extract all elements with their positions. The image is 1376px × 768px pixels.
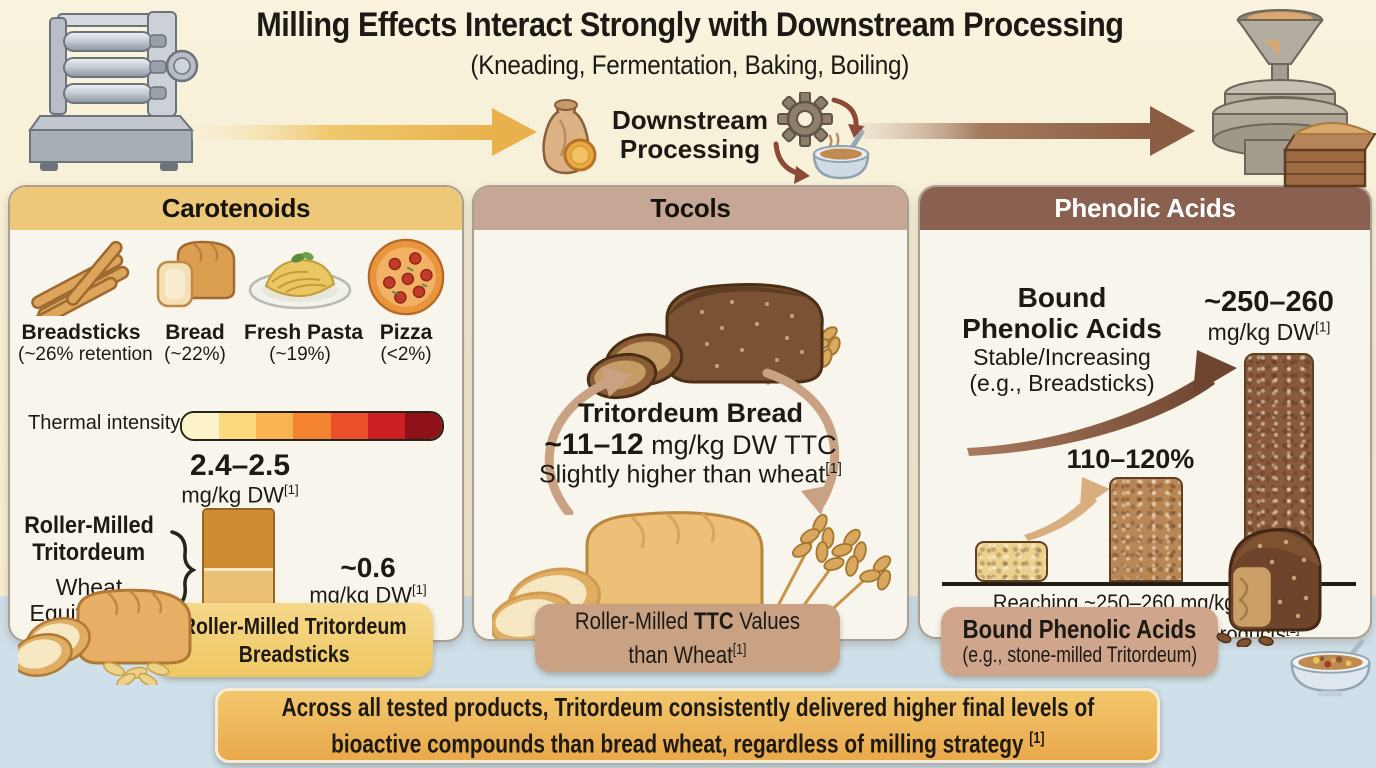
thermal-seg-7 <box>404 413 442 439</box>
page-subtitle: (Kneading, Fermentation, Baking, Boiling… <box>470 50 910 80</box>
tocols-footer-box: Roller-Milled TTC Values than Wheat[1] <box>535 604 840 672</box>
panel-tocols-body: Tritordeum Bread ~11–12 mg/kg DW TTC Sli… <box>474 230 907 639</box>
rising-arrow-large-icon <box>967 350 1237 456</box>
cereal-bowl-icon <box>1290 639 1371 697</box>
phenolic-bar-baseline <box>975 541 1048 582</box>
flour-sack-icon <box>542 99 597 175</box>
tritordeum-dark-bread-icon <box>586 283 841 400</box>
bread-icon <box>156 240 236 308</box>
tritordeum-bar-unit: mg/kg DW[1] <box>181 482 299 508</box>
thermal-seg-5 <box>330 413 368 439</box>
bread-loaf-wheat-icon <box>18 588 192 685</box>
pizza-icon <box>367 238 445 316</box>
phenolic-chart-baseline <box>942 582 1356 586</box>
page-title: Milling Effects Interact Strongly with D… <box>256 6 1124 44</box>
breadsticks-icon <box>28 240 130 331</box>
tocols-value: ~11–12 mg/kg DW TTC <box>544 428 837 461</box>
tocols-note: Slightly higher than wheat[1] <box>539 460 842 489</box>
bowl-icon <box>812 129 870 180</box>
tritordeum-bar-value: 2.4–2.5 <box>189 449 291 482</box>
gear-icon <box>777 92 833 147</box>
phenolic-footer-box: Bound Phenolic Acids (e.g., stone-milled… <box>941 607 1218 676</box>
dark-bread-icon <box>1216 528 1322 647</box>
food-item-breadsticks: Breadsticks (~26% retention <box>18 238 153 366</box>
food-item-pizza: Pizza (<2%) <box>360 238 452 366</box>
rising-arrow-small-icon <box>1024 477 1110 541</box>
panel-tocols: Tocols <box>472 185 909 641</box>
thermal-seg-4 <box>293 413 331 439</box>
conclusion-banner: Across all tested products, Tritordeum c… <box>215 688 1160 763</box>
thermal-intensity-label: Thermal intensity <box>28 412 181 434</box>
banner-line1: Across all tested products, Tritordeum c… <box>281 691 1094 722</box>
roller-mill-icon <box>28 11 199 171</box>
phenolic-footer-line1: Bound Phenolic Acids <box>962 613 1197 644</box>
cycle-arrows-icon <box>544 367 840 515</box>
carotenoids-footer-box: Roller-Milled Tritordeum Breadsticks <box>156 603 433 677</box>
thermal-seg-2 <box>219 413 257 439</box>
panel-tocols-title: Tocols <box>474 187 907 230</box>
flow-label-line1: Downstream <box>611 105 769 135</box>
banner-line2: bioactive compounds than bread wheat, re… <box>330 728 1045 759</box>
flow-arrow-left-icon <box>192 108 537 156</box>
tocols-footer-line1: Roller-Milled TTC Values <box>574 607 801 635</box>
carotenoids-footer-line2: Breadsticks <box>239 641 350 667</box>
panel-carotenoids-body: Breadsticks (~26% retention Bread (~22%) <box>10 230 462 640</box>
flow-arrow-right-icon <box>862 106 1195 156</box>
cycle-arrow-right <box>831 97 859 131</box>
panel-carotenoids-title: Carotenoids <box>10 187 462 230</box>
white-bread-wheat-icon <box>492 511 892 639</box>
stone-mill-icon <box>1212 9 1376 188</box>
label-roller-milled-tritordeum: Roller-Milled Tritordeum <box>24 512 154 566</box>
thermal-seg-1 <box>182 413 220 439</box>
tocols-footer-line2: than Wheat[1] <box>628 641 747 669</box>
processing-gear-bowl-icon <box>773 92 870 184</box>
phenolic-footer-line2: (e.g., stone-milled Tritordeum) <box>962 641 1197 667</box>
phenolic-top-value: ~250–260 mg/kg DW[1] <box>1204 286 1334 345</box>
thermal-seg-6 <box>367 413 405 439</box>
food-item-fresh-pasta: Fresh Pasta (~19%) <box>244 238 363 366</box>
food-item-bread: Bread (~22%) <box>150 238 240 366</box>
wheat-bar-value: ~0.6 <box>340 552 396 583</box>
tocols-heading: Tritordeum Bread <box>577 398 804 428</box>
thermal-intensity-scale <box>180 411 444 441</box>
thermal-seg-3 <box>256 413 294 439</box>
phenolic-bar-intermediate <box>1109 477 1183 582</box>
panel-carotenoids: Carotenoids Breadsticks (~26% retention <box>8 185 464 642</box>
bound-phenolic-heading: Bound Phenolic Acids Stable/Increasing (… <box>962 282 1162 396</box>
pasta-icon <box>248 251 352 310</box>
bar-segment-tritordeum-extra <box>204 510 273 571</box>
panel-phenolic-title: Phenolic Acids <box>920 187 1370 230</box>
carotenoids-footer-line1: Roller-Milled Tritordeum <box>182 613 407 639</box>
brace-icon <box>170 530 196 610</box>
flow-label: Downstream Processing <box>598 106 782 164</box>
flow-label-line2: Processing <box>619 134 761 164</box>
phenolic-mid-value: 110–120% <box>1066 444 1195 474</box>
